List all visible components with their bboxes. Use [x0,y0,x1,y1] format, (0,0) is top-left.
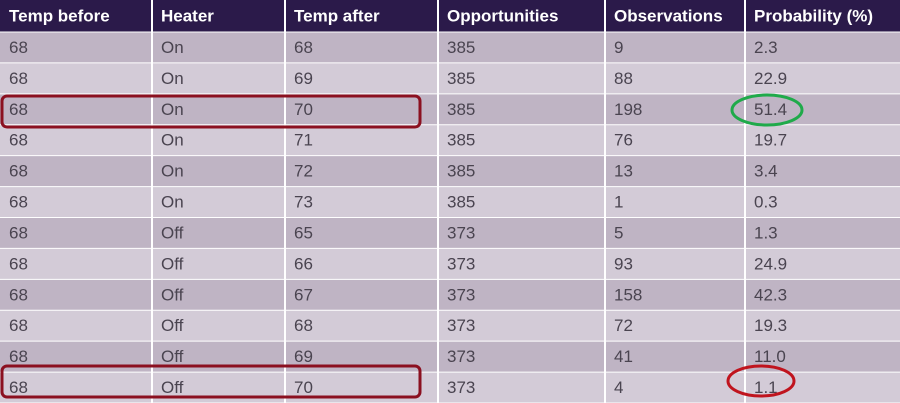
header-row [0,0,900,32]
table-cell: 73 [294,193,313,212]
table-row [0,124,900,156]
table-cell: 68 [9,162,28,181]
table-cell: 385 [447,100,475,119]
table-cell: Off [161,347,184,366]
header-cell: Temp before [9,6,110,25]
table-cell: 24.9 [754,254,787,273]
table-row [0,248,900,280]
table-row [0,310,900,342]
table-cell: 69 [294,347,313,366]
table-cell: 2.3 [754,38,778,57]
table-cell: 68 [9,316,28,335]
table-cell: 69 [294,69,313,88]
table-cell: 72 [614,316,633,335]
table-row [0,217,900,249]
table-cell: 4 [614,378,623,397]
table-cell: 65 [294,223,313,242]
table-cell: 373 [447,347,475,366]
table-cell: 68 [9,100,28,119]
table-cell: 51.4 [754,100,787,119]
table-cell: Off [161,285,184,304]
table-cell: 385 [447,193,475,212]
table-cell: 66 [294,254,313,273]
table-cell: Off [161,223,184,242]
table-cell: 41 [614,347,633,366]
table-cell: 373 [447,316,475,335]
table-cell: Off [161,254,184,273]
table-cell: 68 [294,38,313,57]
table-cell: 71 [294,131,313,150]
table-cell: On [161,38,184,57]
table-cell: 93 [614,254,633,273]
highlight-ellipse [730,93,804,127]
table-cell: Off [161,316,184,335]
table-cell: 373 [447,223,475,242]
table-cell: 198 [614,100,642,119]
table-cell: 1 [614,193,623,212]
table-row [0,279,900,311]
table-cell: 68 [9,254,28,273]
table-cell: 1.3 [754,223,778,242]
table-cell: 385 [447,131,475,150]
table-cell: 68 [9,38,28,57]
table-cell: 70 [294,378,313,397]
table-cell: 385 [447,69,475,88]
table-cell: 385 [447,38,475,57]
table-row [0,93,900,125]
header-cell: Observations [614,6,723,25]
table-cell: On [161,69,184,88]
table-cell: On [161,193,184,212]
table-cell: 68 [9,378,28,397]
table-cell: 3.4 [754,162,778,181]
table-cell: On [161,131,184,150]
table-cell: On [161,100,184,119]
table-cell: 13 [614,162,633,181]
table-cell: 5 [614,223,623,242]
table-cell: 385 [447,162,475,181]
table-cell: 70 [294,100,313,119]
table-cell: 42.3 [754,285,787,304]
table-cell: 19.7 [754,131,787,150]
highlight-box [0,364,422,399]
header-cell: Opportunities [447,6,558,25]
table-cell: 0.3 [754,193,778,212]
table-cell: 9 [614,38,623,57]
table-cell: 76 [614,131,633,150]
table-cell: 72 [294,162,313,181]
annotations [0,93,804,399]
highlight-box [0,94,422,129]
header-cell: Heater [161,6,214,25]
table-cell: 68 [9,131,28,150]
table-cell: Off [161,378,184,397]
highlight-ellipse [726,364,796,398]
table-row [0,186,900,218]
table-cell: 68 [9,347,28,366]
table-cell: 68 [9,193,28,212]
table-cell: 19.3 [754,316,787,335]
table-cell: 1.1 [754,378,778,397]
table-cell: 11.0 [754,347,786,366]
table-cell: 68 [9,69,28,88]
header-cell: Temp after [294,6,380,25]
table-cell: 68 [294,316,313,335]
table-cell: 67 [294,285,313,304]
table-row [0,155,900,187]
header-cell: Probability (%) [754,6,873,25]
table-cell: 373 [447,285,475,304]
table-row [0,32,900,63]
table-cell: 158 [614,285,642,304]
table-cell: 88 [614,69,633,88]
table-cell: 22.9 [754,69,787,88]
table-cell: On [161,162,184,181]
table-row [0,62,900,94]
table-cell: 68 [9,285,28,304]
table-cell: 373 [447,254,475,273]
table-cell: 68 [9,223,28,242]
table-cell: 373 [447,378,475,397]
